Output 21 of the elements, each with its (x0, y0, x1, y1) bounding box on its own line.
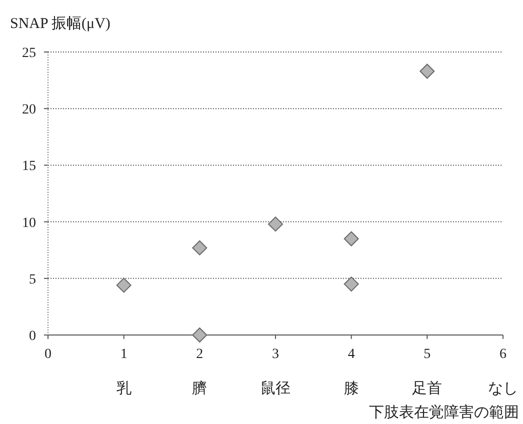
x-axis-title: 下肢表在覚障害の範囲 (369, 404, 519, 421)
text: 鼠径 (260, 380, 290, 397)
y-tick-label: 5 (29, 272, 36, 288)
y-tick-label: 15 (22, 159, 36, 174)
text: 乳 (116, 380, 132, 397)
x-tick-label: 3 (272, 347, 279, 362)
x-tick-label: 1 (120, 347, 128, 362)
text: 足首 (412, 380, 442, 397)
x-tick-label: 4 (348, 347, 355, 362)
x-tick-label: 6 (500, 347, 506, 362)
text: なし (488, 381, 518, 397)
text: 臍 (192, 380, 208, 397)
x-tick-label: 5 (424, 347, 431, 362)
x-tick-label: 2 (196, 347, 204, 362)
y-axis-title: SNAP 振幅(μV) (10, 15, 110, 32)
y-tick-label: 25 (22, 46, 36, 61)
y-tick-label: 0 (29, 329, 36, 344)
y-tick-label: 10 (22, 216, 36, 231)
y-tick-label: 20 (22, 102, 36, 118)
x-tick-label: 0 (44, 347, 52, 362)
text: 膝 (344, 380, 359, 397)
